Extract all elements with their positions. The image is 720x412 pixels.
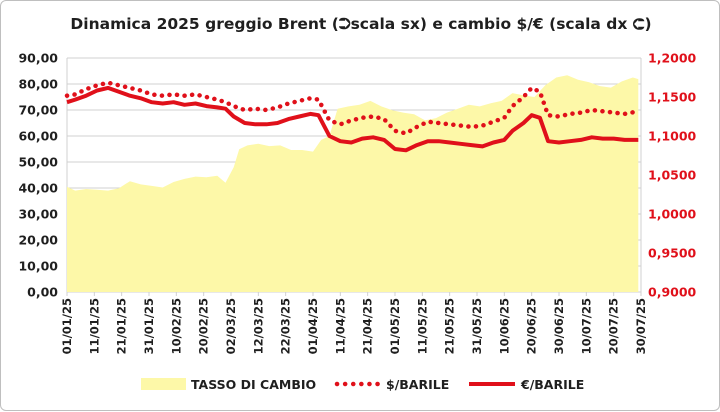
left-tick-label: 70,00 (18, 103, 58, 118)
x-tick-label: 01/05/25 (388, 298, 402, 354)
left-tick-label: 40,00 (18, 181, 58, 196)
right-tick-label: 1,1000 (648, 129, 697, 144)
x-tick-label: 10/02/25 (169, 298, 183, 354)
left-tick-label: 10,00 (18, 259, 58, 274)
x-tick-label: 20/07/25 (607, 298, 621, 354)
left-tick-label: 80,00 (18, 77, 58, 92)
legend-label-usd-barile: $/BARILE (386, 377, 449, 392)
series-line-usd-barile (64, 80, 641, 136)
left-tick-label: 60,00 (18, 129, 58, 144)
right-axis: 0,9000 0,9500 1,0000 1,0500 1,1000 1,1500 1,20… (648, 51, 697, 300)
right-tick-label: 1,0000 (648, 207, 697, 222)
left-tick-label: 90,00 (18, 51, 58, 66)
x-tick-label: 10/06/25 (497, 298, 511, 354)
x-tick-label: 12/03/25 (251, 298, 265, 354)
line-layer (64, 80, 641, 153)
chart-title: Dinamica 2025 greggio Brent (⮊scala sx) … (70, 15, 651, 33)
left-tick-label: 50,00 (18, 155, 58, 170)
x-tick-label: 21/01/25 (115, 298, 129, 354)
x-tick-label: 20/02/25 (197, 298, 211, 354)
x-tick-label: 02/03/25 (224, 298, 238, 354)
x-tick-label: 30/07/25 (634, 298, 648, 354)
x-tick-label: 11/01/25 (87, 298, 101, 354)
x-tick-label: 31/01/25 (142, 298, 156, 354)
right-tick-label: 0,9000 (648, 285, 697, 300)
x-tick-label: 01/01/25 (60, 298, 74, 354)
legend-label-eur-barile: €/BARILE (520, 377, 584, 392)
right-tick-label: 1,2000 (648, 51, 697, 66)
x-tick-label: 20/06/25 (525, 298, 539, 354)
left-tick-label: 20,00 (18, 233, 58, 248)
x-tick-label: 21/04/25 (361, 298, 375, 354)
x-tick-label: 21/05/25 (443, 298, 457, 354)
x-tick-label: 31/05/25 (470, 298, 484, 354)
x-tick-label: 11/04/25 (333, 298, 347, 354)
x-tick-label: 22/03/25 (279, 298, 293, 354)
x-tick-label: 01/04/25 (306, 298, 320, 354)
x-tick-label: 10/07/25 (579, 298, 593, 354)
area-layer (67, 75, 639, 292)
x-tick-label: 30/06/25 (552, 298, 566, 354)
left-tick-label: 30,00 (18, 207, 58, 222)
left-tick-label: 0,00 (27, 285, 58, 300)
series-line-eur-barile (66, 85, 639, 153)
x-tick-label: 11/05/25 (415, 298, 429, 354)
right-tick-label: 1,1500 (648, 90, 697, 105)
series-area-tasso-di-cambio (67, 75, 639, 292)
legend: TASSO DI CAMBIO $/BARILE €/BARILE (141, 377, 584, 392)
right-tick-label: 0,9500 (648, 246, 697, 261)
x-axis: 01/01/25 11/01/25 21/01/25 31/01/25 10/02/25… (60, 292, 648, 354)
left-axis: 0,00 10,00 20,00 30,00 40,00 50,00 60,00 70,00 8… (18, 51, 58, 300)
right-tick-label: 1,0500 (648, 168, 697, 183)
legend-label-tasso: TASSO DI CAMBIO (191, 377, 316, 392)
legend-swatch-tasso (141, 378, 186, 390)
